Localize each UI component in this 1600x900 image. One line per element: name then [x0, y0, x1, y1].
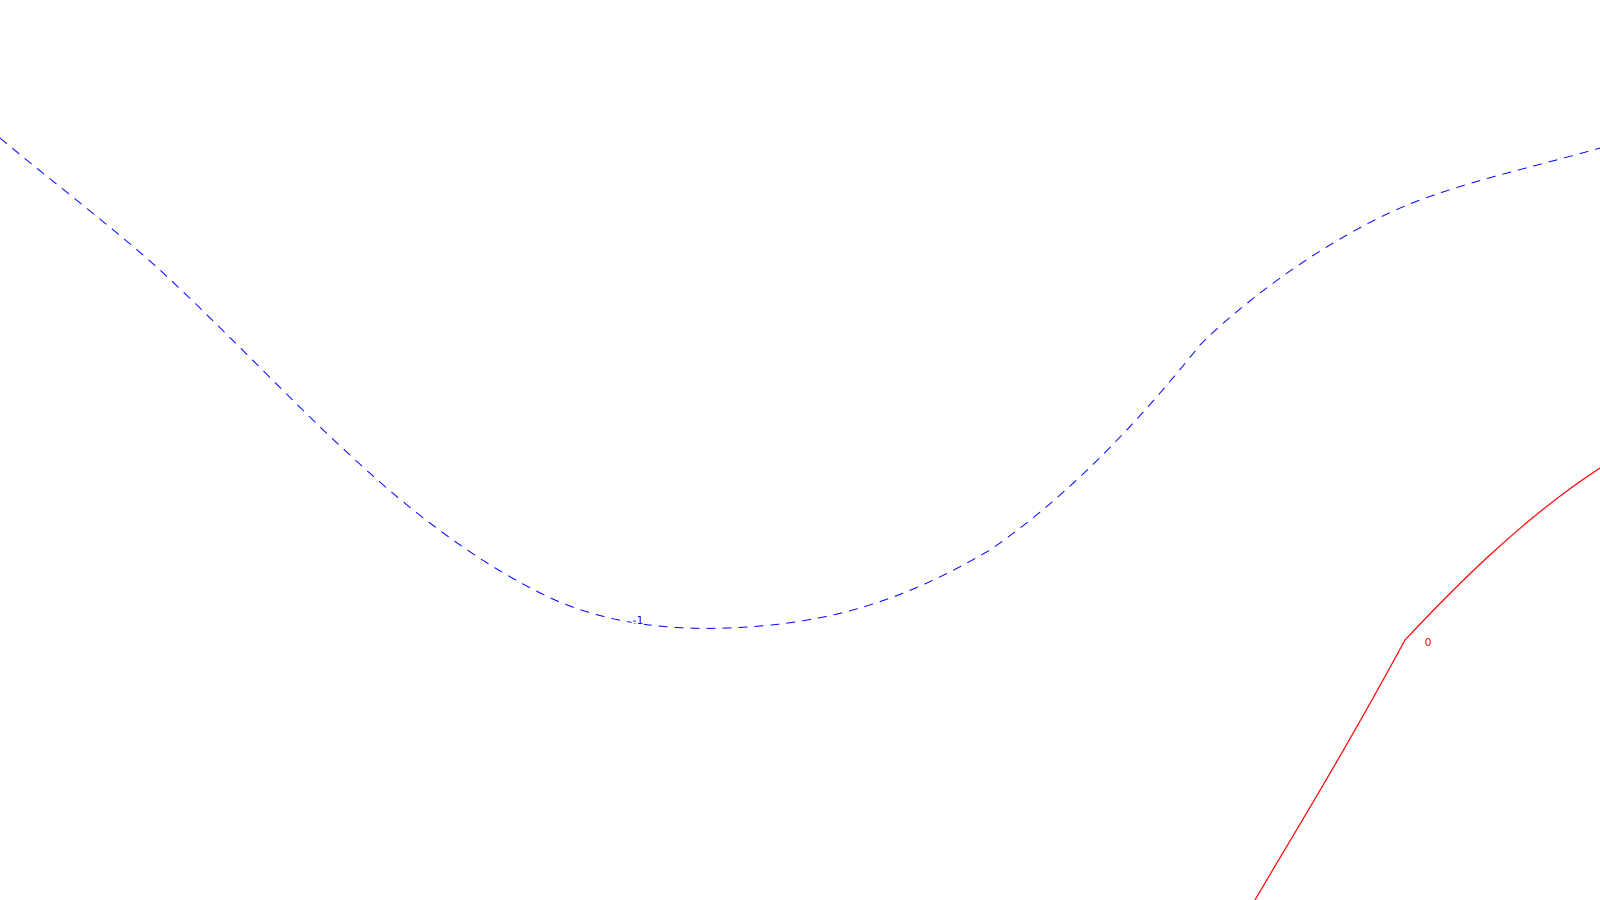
contour-label-minus-1: -1 [633, 614, 644, 627]
contour-label-zero: 0 [1425, 636, 1432, 649]
contour-group-minus-1: -1 [0, 137, 1600, 629]
contour-group-zero: 0 [1254, 467, 1600, 900]
contour-line-minus-1 [0, 137, 1600, 629]
contour-line-zero [1254, 467, 1600, 900]
